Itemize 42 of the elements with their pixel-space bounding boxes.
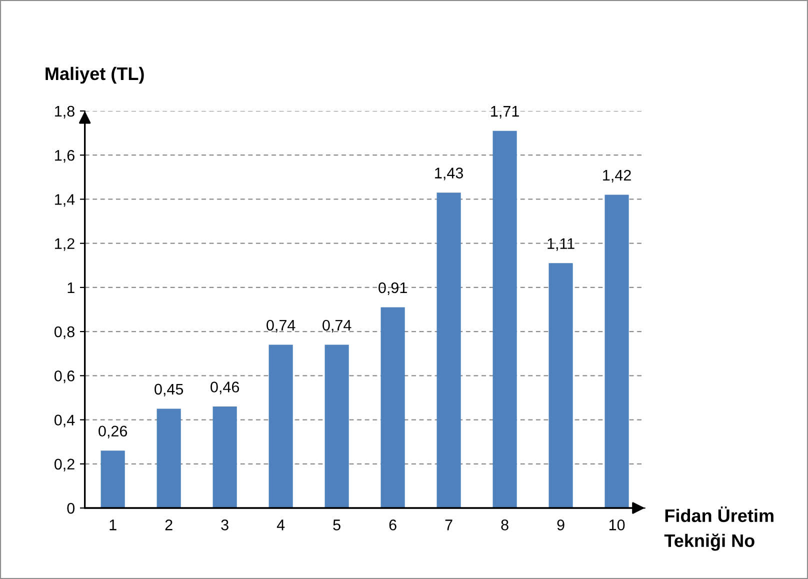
data-label: 0,26 <box>98 426 128 438</box>
x-tick-label: 3 <box>221 520 228 530</box>
bar <box>492 130 517 508</box>
bar <box>268 344 293 508</box>
data-label: 0,45 <box>154 384 184 396</box>
x-tick-label: 2 <box>165 520 172 530</box>
bar <box>212 406 237 508</box>
x-tick-label: 5 <box>333 520 340 530</box>
data-label: 0,46 <box>210 382 240 394</box>
bar <box>380 307 405 508</box>
y-tick-label: 1,4 <box>55 194 75 207</box>
y-tick-label: 0,8 <box>54 326 74 340</box>
bar <box>100 450 125 508</box>
y-tick-label: 1 <box>68 282 74 293</box>
y-axis-title: Maliyet (TL) <box>46 66 144 84</box>
bar <box>548 263 573 508</box>
bar <box>604 194 629 508</box>
x-tick-label: 8 <box>501 520 508 530</box>
y-tick-label: 0 <box>67 502 75 514</box>
y-tick-label: 1,6 <box>55 150 74 163</box>
x-axis-title: Fidan Üretim Tekniği No <box>664 506 774 551</box>
bar <box>156 408 181 508</box>
x-tick-label: 4 <box>276 520 285 530</box>
bar <box>436 192 461 508</box>
y-tick-label: 1,2 <box>55 238 74 251</box>
data-label: 1,11 <box>548 238 574 251</box>
data-label: 0,74 <box>322 320 352 332</box>
data-label: 1,71 <box>491 106 519 119</box>
y-tick-label: 0,4 <box>54 414 75 428</box>
x-tick-label: 7 <box>445 520 452 530</box>
x-tick-label: 10 <box>609 520 625 530</box>
y-tick-label: 1,8 <box>55 106 74 118</box>
x-tick-label: 9 <box>557 520 564 530</box>
y-tick-label: 0,2 <box>54 458 74 472</box>
data-label: 1,43 <box>435 168 463 180</box>
y-tick-label: 0,6 <box>54 370 74 384</box>
data-label: 1,42 <box>603 170 631 182</box>
data-label: 0,91 <box>378 282 407 295</box>
x-tick-label: 6 <box>389 520 396 530</box>
bar <box>324 344 349 508</box>
x-tick-label: 1 <box>110 520 116 530</box>
data-label: 0,74 <box>266 320 296 332</box>
